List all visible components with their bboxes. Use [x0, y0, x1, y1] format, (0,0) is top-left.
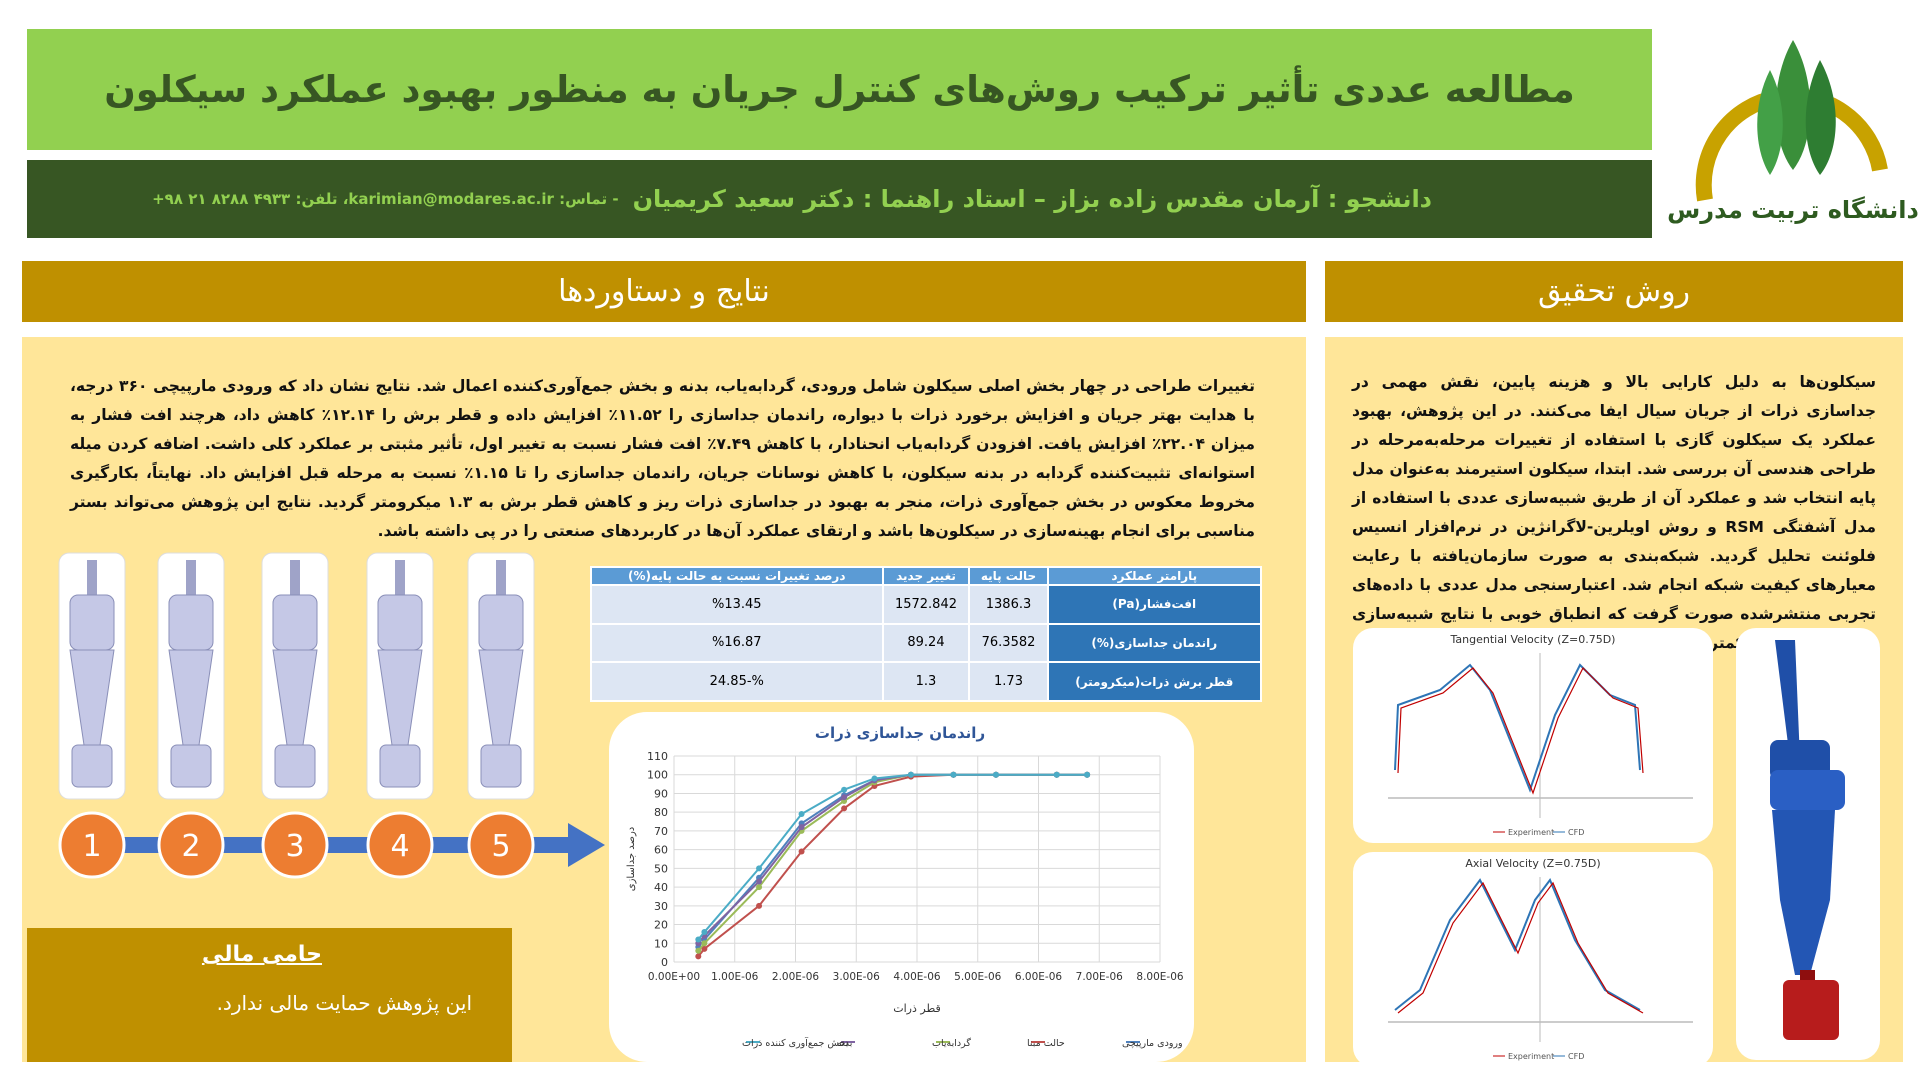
logo-arc	[1695, 88, 1888, 202]
table-cell: 1.3	[881, 661, 971, 702]
table-cell: 76.3582	[968, 622, 1049, 664]
table-cell: %-24.85	[590, 661, 884, 702]
table-cell: 89.24	[881, 622, 971, 664]
logo-tree	[1757, 70, 1783, 175]
sponsor-box: حامی مالی این پژوهش حمایت مالی ندارد.	[27, 928, 512, 1062]
table-cell: %13.45	[590, 584, 884, 625]
table-body: افت‌فشار(Pa) 1386.3 1572.842 %13.45 راندمان …	[590, 584, 1263, 702]
logo-tree	[1775, 40, 1811, 170]
results-table: پارامتر عملکرد حالت پایه تغییر جدید درصد تغ…	[590, 566, 1263, 702]
method-heading: روش تحقیق	[1537, 274, 1691, 309]
logo-tree	[1805, 60, 1836, 175]
method-heading-bar: روش تحقیق	[1325, 261, 1903, 322]
sponsor-text: این پژوهش حمایت مالی ندارد.	[216, 991, 472, 1015]
table-cell: 1386.3	[968, 584, 1049, 625]
table-header-cell: درصد تغییرات نسبت به حالت پایه(%)	[590, 566, 884, 586]
table-header-cell: تغییر جدید	[881, 566, 971, 586]
table-row: قطر برش ذرات(میکرومتر) 1.73 1.3 %-24.85	[590, 661, 1263, 702]
table-cell: راندمان جداسازی(%)	[1046, 622, 1263, 664]
contact: - تماس: karimian@modares.ac.ir، تلفن: ۴۹…	[152, 190, 619, 208]
table-cell: افت‌فشار(Pa)	[1046, 584, 1263, 625]
table-row: راندمان جداسازی(%) 76.3582 89.24 %16.87	[590, 622, 1263, 664]
table-header-cell: حالت پایه	[968, 566, 1049, 586]
table-cell: 1.73	[968, 661, 1049, 702]
table-cell: %16.87	[590, 622, 884, 664]
sponsor-heading: حامی مالی	[201, 942, 322, 967]
method-text: سیکلون‌ها به دلیل کارایی بالا و هزینه پا…	[1352, 373, 1876, 652]
results-heading: نتایج و دستاوردها	[558, 274, 770, 309]
table-header-cell: پارامتر عملکرد	[1046, 566, 1263, 586]
results-heading-bar: نتایج و دستاوردها	[22, 261, 1306, 322]
table-cell: 1572.842	[881, 584, 971, 625]
title: مطالعه عددی تأثیر ترکیب روش‌های کنترل جر…	[104, 68, 1575, 111]
table-cell: قطر برش ذرات(میکرومتر)	[1046, 661, 1263, 702]
table-header: پارامتر عملکرد حالت پایه تغییر جدید درصد تغ…	[590, 566, 1263, 586]
author-bar: دانشجو : آرمان مقدس زاده بزاز – استاد را…	[27, 160, 1652, 238]
title-bar: مطالعه عددی تأثیر ترکیب روش‌های کنترل جر…	[27, 29, 1652, 150]
logo-text: دانشگاه تربیت مدرس	[1667, 196, 1919, 224]
results-text: تغییرات طراحی در چهار بخش اصلی سیکلون شا…	[70, 377, 1255, 540]
table-wrap: پارامتر عملکرد حالت پایه تغییر جدید درصد تغ…	[590, 566, 1263, 702]
table-row: افت‌فشار(Pa) 1386.3 1572.842 %13.45	[590, 584, 1263, 625]
authors: دانشجو : آرمان مقدس زاده بزاز – استاد را…	[632, 185, 1432, 213]
logo: دانشگاه تربیت مدرس	[1667, 40, 1919, 224]
